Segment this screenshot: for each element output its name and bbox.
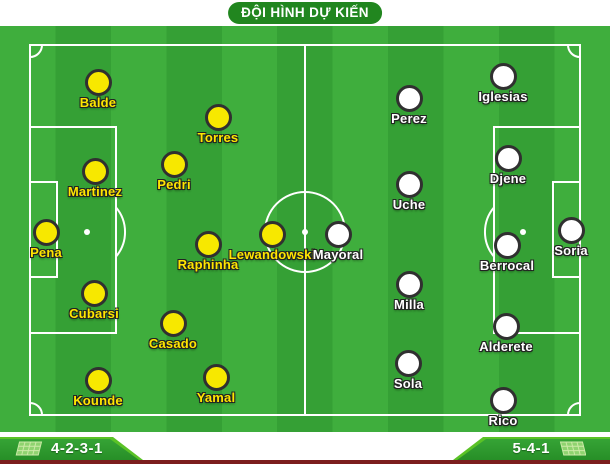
- player-dot: [492, 312, 520, 340]
- player-dot: [160, 150, 188, 178]
- player-label: Kounde: [73, 393, 123, 408]
- player-dot: [557, 216, 585, 244]
- formation-label-away: 5-4-1: [512, 440, 550, 457]
- player-label: Pena: [30, 245, 62, 260]
- player-label: Uche: [392, 197, 426, 212]
- player-dot: [493, 231, 521, 259]
- player-label: Raphinha: [177, 257, 239, 272]
- player-dot: [394, 349, 422, 377]
- player-label: Berrocal: [479, 258, 535, 273]
- player-dot: [202, 363, 230, 391]
- player-label: Soria: [554, 243, 588, 258]
- player-dot: [80, 279, 108, 307]
- player-label: Djene: [489, 171, 527, 186]
- player-dot: [395, 270, 423, 298]
- pitch-icon: [559, 441, 586, 456]
- player-label: Pedri: [157, 177, 191, 192]
- formation-banner-away: 5-4-1: [453, 437, 610, 460]
- player-dot: [494, 144, 522, 172]
- pitch: Pena Balde Martinez Cubarsi Kounde Pedri Casad…: [0, 26, 610, 432]
- player-dot: [84, 366, 112, 394]
- player-label: Sola: [393, 376, 423, 391]
- player-dot: [395, 170, 423, 198]
- formation-banner-home: 4-2-3-1: [0, 437, 143, 460]
- player-label: Milla: [394, 297, 424, 312]
- pitch-icon: [15, 441, 43, 456]
- accent-bar: [0, 460, 610, 464]
- player-label: Lewandowski: [228, 247, 316, 262]
- player-dot: [204, 103, 232, 131]
- player-dot: [324, 220, 352, 248]
- player-label: Mayoral: [312, 247, 364, 262]
- player-dot: [81, 157, 109, 185]
- player-label: Alderete: [479, 339, 533, 354]
- formation-label-home: 4-2-3-1: [51, 440, 103, 457]
- player-dot: [395, 84, 423, 112]
- player-dot: [194, 230, 222, 258]
- player-label: Yamal: [196, 390, 236, 405]
- player-label: Torres: [197, 130, 239, 145]
- player-label: Casado: [148, 336, 198, 351]
- player-label: Martinez: [67, 184, 123, 199]
- player-dot: [489, 386, 517, 414]
- player-label: Iglesias: [478, 89, 528, 104]
- player-dot: [84, 68, 112, 96]
- player-dot: [489, 62, 517, 90]
- player-dot: [258, 220, 286, 248]
- player-label: Cubarsi: [69, 306, 119, 321]
- player-dot: [32, 218, 60, 246]
- player-dot: [159, 309, 187, 337]
- player-label: Balde: [79, 95, 117, 110]
- player-label: Rico: [488, 413, 518, 428]
- lineup-title: ĐỘI HÌNH DỰ KIẾN: [228, 2, 382, 24]
- player-label: Perez: [391, 111, 427, 126]
